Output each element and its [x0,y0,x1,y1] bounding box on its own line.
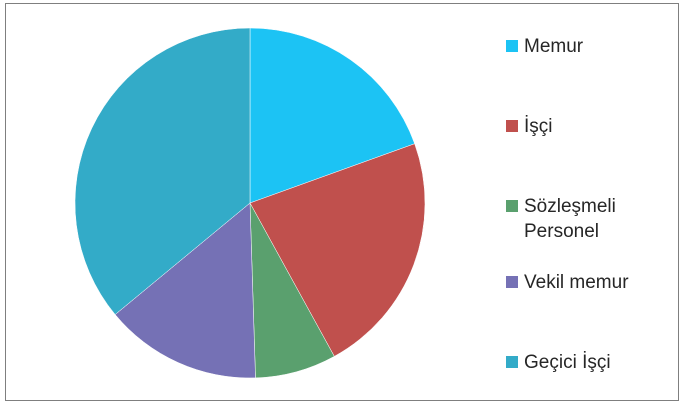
legend-label: Geçici İşçi [524,352,611,373]
legend-item-2: İşçi [506,114,553,139]
legend-label: Sözleşmeli Personel [524,196,616,242]
legend-item-4: Vekil memur [506,270,629,295]
pie-slice-2 [249,143,426,357]
legend-swatch [506,40,518,52]
pie-chart [74,27,426,379]
pie-slice-1 [249,27,415,204]
legend-label: Vekil memur [524,272,629,293]
legend-swatch [506,120,518,132]
legend-item-1: Memur [506,34,583,59]
legend-label: İşçi [524,116,553,137]
pie-slice-4 [114,202,256,379]
legend-swatch [506,276,518,288]
legend-swatch [506,356,518,368]
legend-label: Memur [524,36,584,57]
legend: Memur İşçi Sözleşmeli Personel Vekil memur G… [506,4,676,402]
chart-frame: Memur İşçi Sözleşmeli Personel Vekil memur G… [5,3,679,401]
legend-item-5: Geçici İşçi [506,350,611,375]
legend-swatch [506,200,518,212]
legend-item-3: Sözleşmeli Personel [506,194,616,244]
pie-slice-5 [74,27,251,315]
